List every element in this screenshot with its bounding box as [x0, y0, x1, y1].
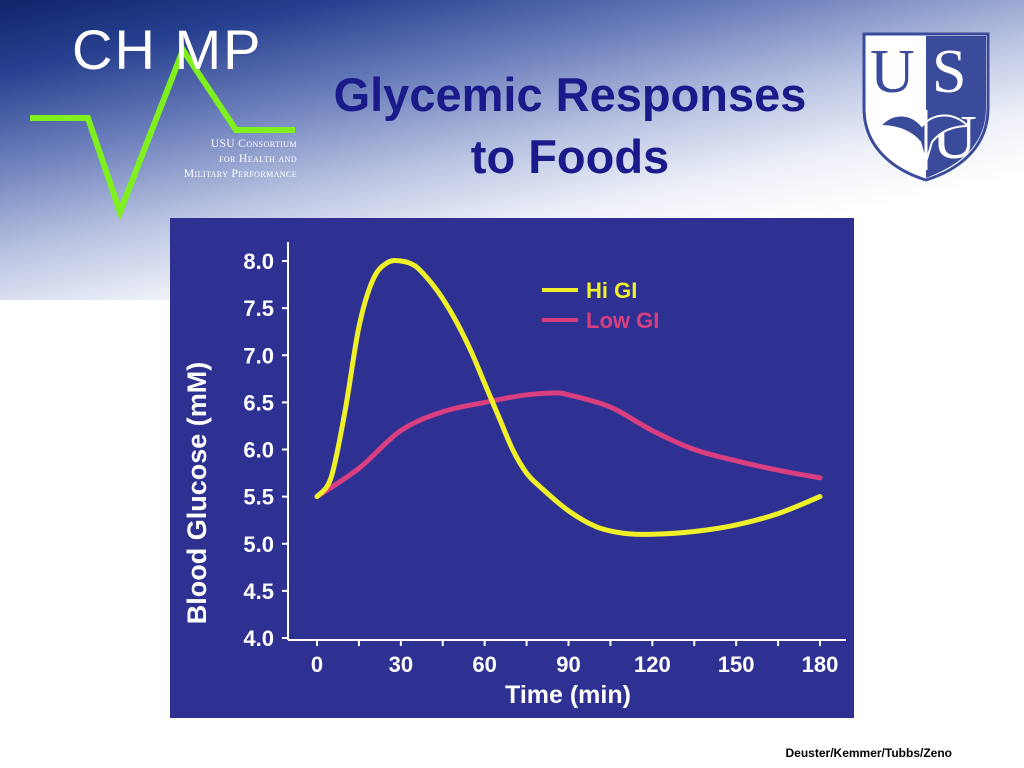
- x-tick-label: 90: [556, 652, 580, 677]
- slide-title: Glycemic Responses to Foods: [280, 64, 860, 188]
- x-tick-label: 180: [802, 652, 839, 677]
- chart-legend: Hi GI Low GI: [542, 278, 659, 333]
- logo-subtitle-line-2: for Health and: [218, 153, 297, 165]
- logo-subtitle-line-3: Military Performance: [183, 168, 297, 180]
- series-line-hi-gi: [314, 258, 823, 537]
- footer-credit: Deuster/Kemmer/Tubbs/Zeno: [785, 746, 952, 760]
- y-tick-label: 7.0: [243, 343, 274, 368]
- y-tick-label: 4.0: [243, 626, 274, 651]
- x-tick-label: 60: [472, 652, 496, 677]
- slide-title-line-1: Glycemic Responses: [333, 68, 807, 121]
- legend-label-low-gi: Low GI: [586, 308, 659, 333]
- y-tick-label: 5.0: [243, 532, 274, 557]
- glycemic-response-line-chart: 4.0 4.5 5.0 5.5 6.0 6.5 7.0 7.5 8.0 0 30 60 90 120 150…: [182, 242, 846, 709]
- y-tick-label: 8.0: [243, 249, 274, 274]
- x-tick-label: 0: [311, 652, 323, 677]
- usu-shield-logo: U S U: [862, 32, 990, 182]
- y-tick-label: 5.5: [243, 485, 274, 510]
- champ-logo-subtitle: USU Consortium for Health and Military P…: [142, 137, 297, 182]
- logo-subtitle-line-1: USU Consortium: [210, 138, 297, 150]
- shield-quarter-fill-top-right: [926, 36, 986, 104]
- x-tick-label: 150: [718, 652, 755, 677]
- slide-title-line-2: to Foods: [470, 130, 670, 183]
- x-tick-label: 120: [634, 652, 671, 677]
- x-tick-label: 30: [389, 652, 413, 677]
- heartbeat-line: [30, 43, 295, 220]
- shield-eagle-emblem: [877, 114, 971, 166]
- chart-panel: 4.0 4.5 5.0 5.5 6.0 6.5 7.0 7.5 8.0 0 30 60 90 120 150…: [170, 218, 854, 718]
- shield-letter-s: S: [932, 38, 966, 106]
- y-axis-title: Blood Glucose (mM): [182, 362, 212, 625]
- y-tick-label: 6.5: [243, 390, 274, 415]
- chart-series: [314, 258, 823, 537]
- champ-wordmark: CH MP: [72, 18, 263, 81]
- y-tick-label: 6.0: [243, 438, 274, 463]
- y-tick-label: 7.5: [243, 296, 274, 321]
- shield-letter-u-bottom: U: [932, 104, 977, 172]
- chart-axes: 4.0 4.5 5.0 5.5 6.0 6.5 7.0 7.5 8.0 0 30 60 90 120 150…: [243, 242, 846, 677]
- shield-letter-u-top: U: [870, 38, 915, 106]
- x-axis-title: Time (min): [505, 681, 631, 709]
- series-line-low-gi: [314, 390, 823, 500]
- champ-logo-heartbeat-graphic: [30, 43, 295, 220]
- legend-label-hi-gi: Hi GI: [586, 278, 637, 303]
- shield-quarter-fill-left: [866, 36, 926, 104]
- y-tick-label: 4.5: [243, 579, 274, 604]
